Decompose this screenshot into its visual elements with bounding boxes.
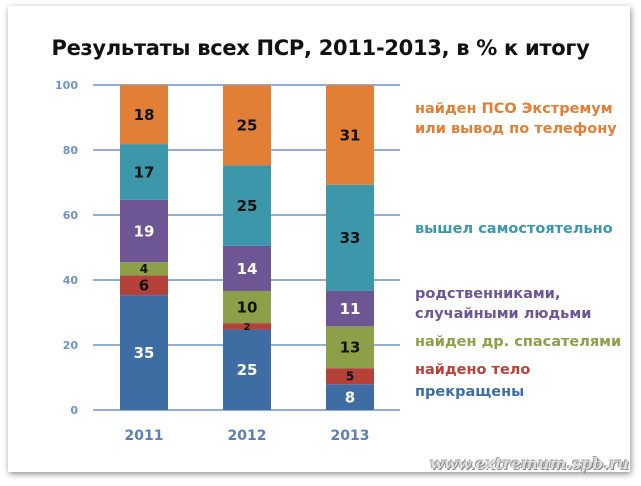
bar-segment [120, 199, 168, 263]
legend-item: найден др. спасателями [415, 332, 621, 352]
data-label: 25 [237, 361, 258, 379]
legend-label: родственниками, [415, 286, 561, 302]
legend-item: найден ПСО Экстремум или вывод по телефон… [415, 99, 617, 139]
legend-label: случайными людьми [415, 306, 592, 322]
legend-item: вышел самостоятельно [415, 219, 613, 239]
legend-item: прекращены [415, 382, 524, 402]
y-tick-label: 80 [63, 144, 79, 157]
chart-title: Результаты всех ПСР, 2011-2013, в % к ит… [51, 36, 590, 60]
bar-segment [120, 144, 168, 200]
bar-segment [326, 85, 374, 185]
bar-segment [120, 275, 168, 296]
data-label: 25 [237, 117, 258, 135]
bar-segment [223, 329, 271, 410]
y-tick-label: 40 [63, 274, 79, 287]
data-label: 2 [244, 322, 251, 333]
legend-item: родственниками, случайными людьми [415, 284, 591, 324]
legend-item: найдено тело [415, 360, 530, 380]
watermark: www.extremum.spb.ru [429, 454, 629, 473]
chart-card [8, 6, 630, 472]
legend-label: найден ПСО Экстремум [415, 101, 613, 117]
bar-segment [326, 290, 374, 327]
bar-segment [120, 295, 168, 410]
bar-segment [326, 368, 374, 385]
x-tick-label: 2011 [125, 428, 164, 444]
data-label: 10 [237, 298, 258, 316]
bar-segment [120, 85, 168, 145]
data-label: 19 [134, 222, 155, 240]
bar-segment [223, 165, 271, 246]
data-label: 17 [134, 163, 155, 181]
data-label: 4 [140, 262, 148, 276]
legend-label: найден др. спасателями [415, 334, 622, 350]
data-label: 31 [340, 126, 361, 144]
data-label: 35 [134, 344, 155, 362]
data-label: 6 [139, 277, 149, 295]
data-label: 11 [340, 300, 361, 318]
bar-segment [120, 262, 168, 276]
data-label: 18 [134, 106, 155, 124]
data-label: 13 [340, 339, 361, 357]
y-tick-label: 100 [55, 79, 78, 92]
data-label: 14 [237, 260, 258, 278]
x-tick-label: 2013 [331, 428, 370, 444]
data-label: 33 [340, 229, 361, 247]
legend-label: вышел самостоятельно [415, 221, 613, 237]
bar-segment [223, 323, 271, 330]
y-tick-label: 20 [63, 339, 79, 352]
y-tick-label: 0 [70, 404, 78, 417]
x-tick-label: 2012 [228, 428, 267, 444]
data-label: 8 [345, 389, 355, 407]
legend-label: или вывод по телефону [415, 121, 617, 137]
y-tick-label: 60 [63, 209, 79, 222]
data-label: 25 [237, 197, 258, 215]
legend-label: прекращены [415, 384, 525, 400]
bar-segment [223, 245, 271, 291]
bar-segment [223, 290, 271, 324]
bar-segment [326, 384, 374, 410]
data-label: 5 [346, 370, 354, 384]
bar-segment [223, 85, 271, 166]
bar-segment [326, 184, 374, 291]
legend-label: найдено тело [415, 362, 531, 378]
bar-segment [326, 326, 374, 369]
